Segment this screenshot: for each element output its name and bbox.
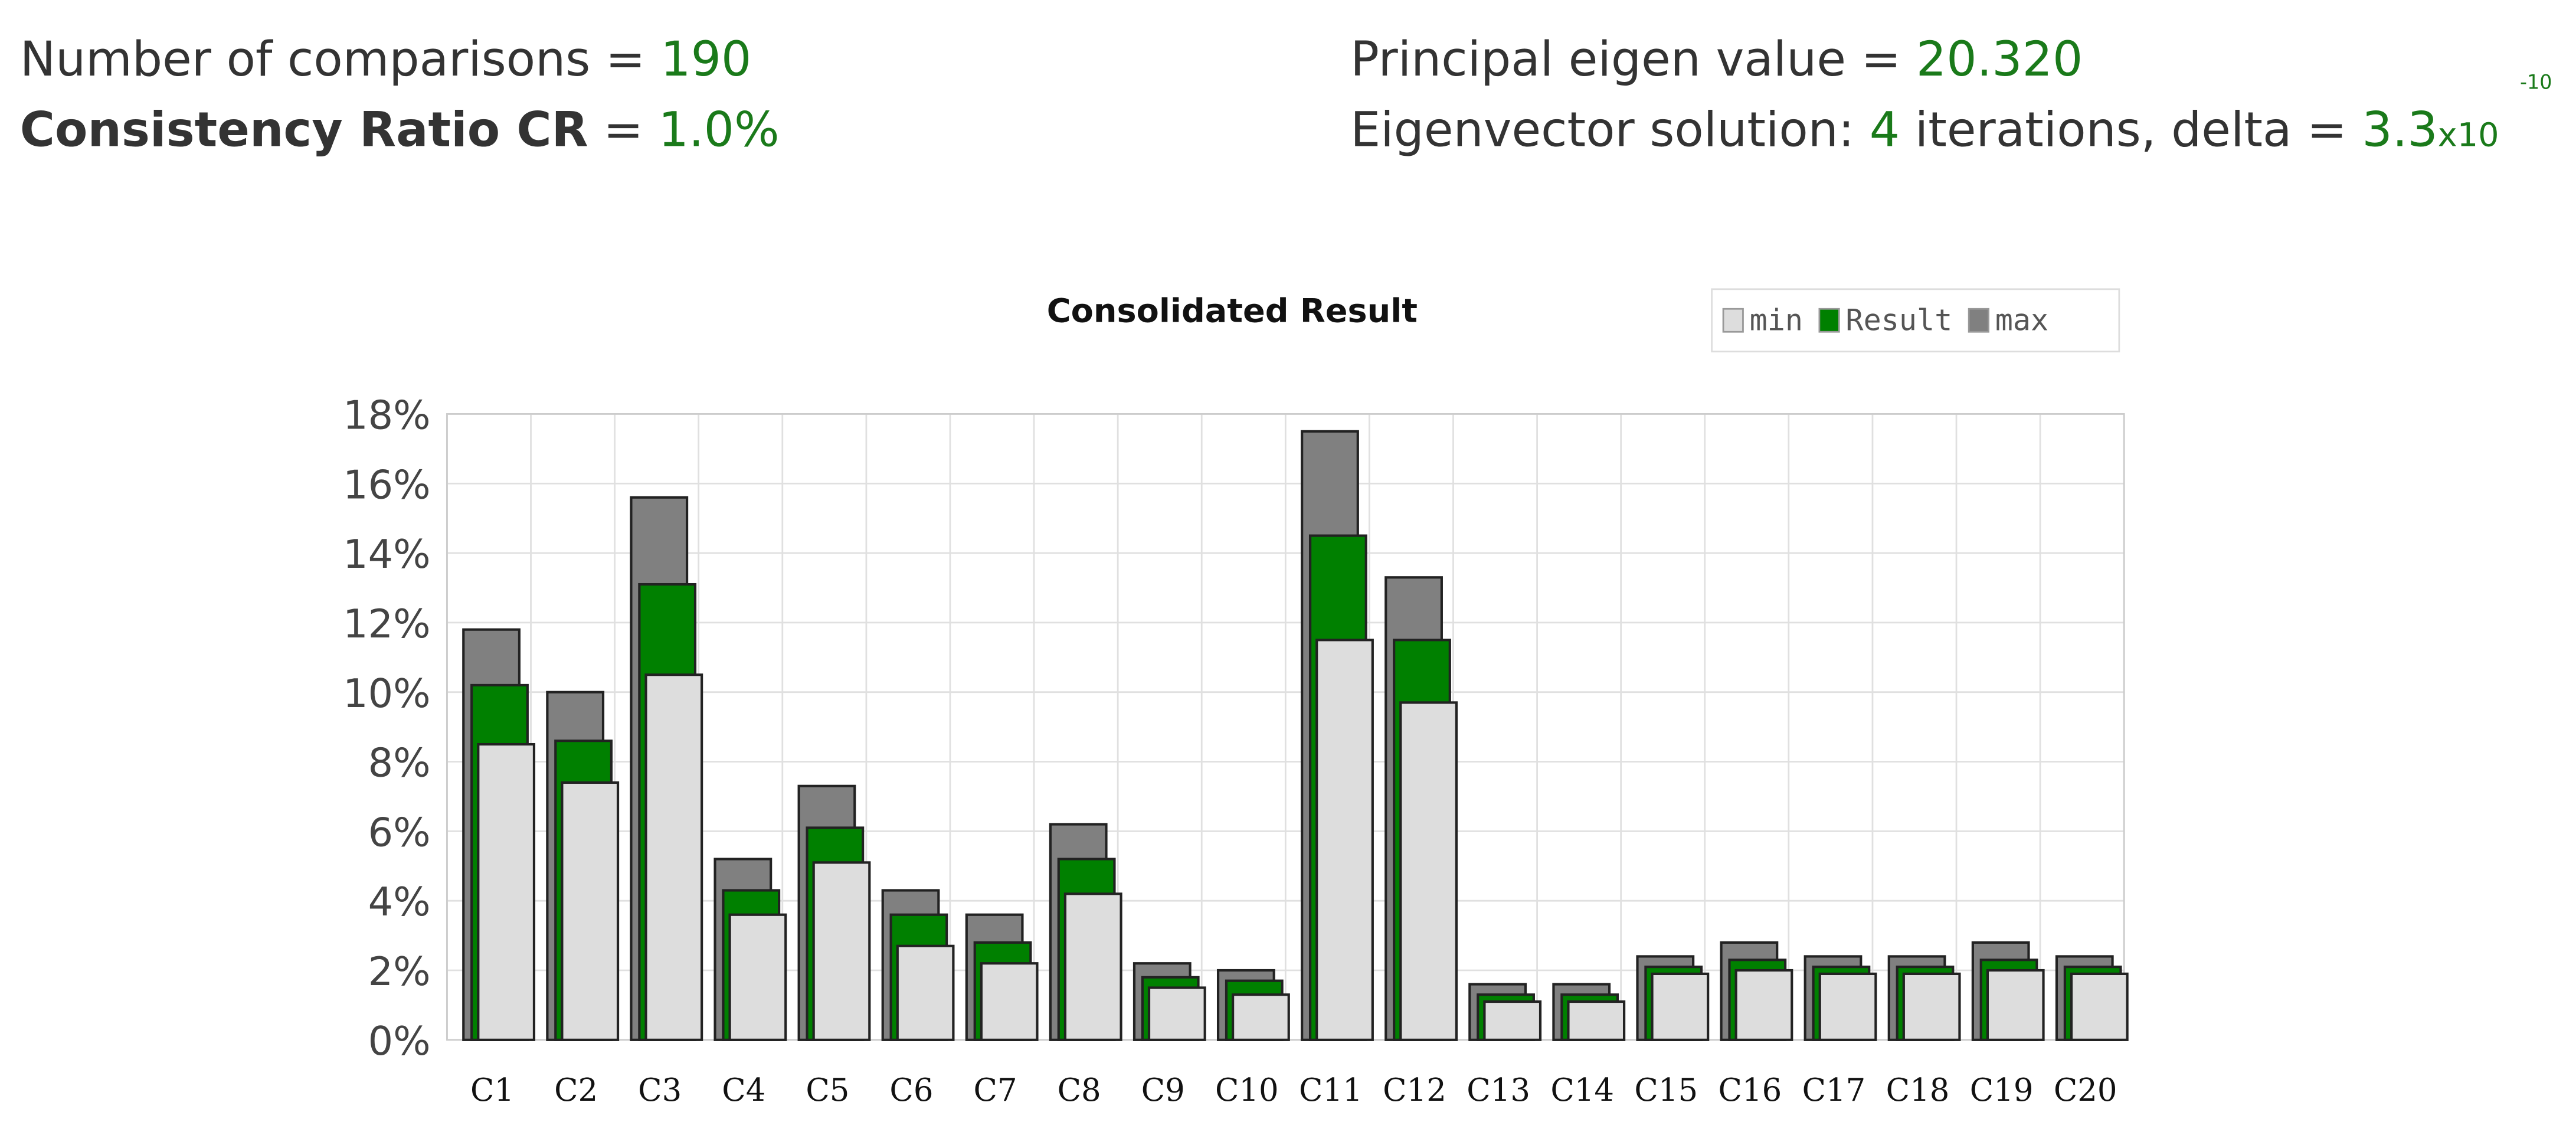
value: 3.3 (2362, 103, 2437, 158)
x-tick-label: C14 (1550, 1072, 1614, 1108)
value: 20.320 (1916, 32, 2083, 87)
x-tick-label: C6 (889, 1072, 933, 1108)
bar (1399, 701, 1458, 1041)
x-tick-label: C17 (1802, 1072, 1866, 1108)
x-tick-label: C5 (806, 1072, 849, 1108)
bar (1567, 1000, 1626, 1041)
legend-label: min (1750, 303, 1803, 337)
bar (561, 781, 620, 1041)
y-tick-label: 0% (368, 1018, 431, 1064)
bar (1902, 972, 1961, 1041)
label: Principal eigen value = (1350, 32, 1901, 87)
value: 190 (660, 32, 751, 87)
x-tick-label: C4 (722, 1072, 765, 1108)
bar (812, 861, 871, 1041)
bar (728, 913, 787, 1041)
y-tick-label: 6% (368, 809, 431, 855)
x-tick-label: C8 (1058, 1072, 1101, 1108)
x-tick-label: C13 (1467, 1072, 1530, 1108)
bar (644, 673, 703, 1041)
bar (1315, 639, 1374, 1041)
y-tick-label: 16% (343, 462, 430, 508)
y-tick-label: 4% (368, 879, 431, 925)
x-tick-label: C3 (638, 1072, 682, 1108)
bar (1063, 892, 1122, 1041)
exponent: -10 (2520, 70, 2552, 93)
x-tick-label: C12 (1383, 1072, 1446, 1108)
x-tick-label: C19 (1970, 1072, 2034, 1108)
y-tick-label: 18% (343, 392, 430, 438)
x-tick-label: C7 (974, 1072, 1017, 1108)
eq: = (603, 103, 643, 158)
x-tick-label: C2 (554, 1072, 598, 1108)
y-tick-label: 12% (343, 601, 430, 647)
bar (1986, 969, 2045, 1041)
bar (896, 944, 955, 1041)
y-tick-label: 2% (368, 948, 431, 995)
comparisons-line: Number of comparisons = 190 (20, 32, 752, 87)
y-tick-label: 8% (368, 740, 431, 786)
bar (2070, 972, 2129, 1041)
y-tick-label: 10% (343, 670, 430, 717)
legend-swatch (1722, 308, 1744, 333)
bar (477, 742, 536, 1041)
x-tick-label: C16 (1719, 1072, 1782, 1108)
bar (1651, 972, 1710, 1041)
label: Consistency Ratio CR (20, 103, 588, 158)
eigen-line: Principal eigen value = 20.320 (1350, 32, 2083, 87)
eigvec-line: Eigenvector solution: 4 iterations, delt… (1350, 103, 2499, 158)
label: Eigenvector solution: (1350, 103, 1854, 158)
x-tick-label: C20 (2054, 1072, 2117, 1108)
value: 1.0% (659, 103, 780, 158)
x-tick-label: C18 (1886, 1072, 1950, 1108)
value: x10 (2438, 116, 2499, 155)
legend-swatch (1968, 308, 1989, 333)
legend-swatch (1818, 308, 1840, 333)
label: iterations, delta = (1915, 103, 2347, 158)
x-tick-label: C11 (1299, 1072, 1363, 1108)
cr-line: Consistency Ratio CR = 1.0% (20, 103, 780, 158)
legend-label: Result (1845, 303, 1952, 337)
legend-label: max (1995, 303, 2048, 337)
label: Number of comparisons = (20, 32, 646, 87)
bar (1147, 986, 1206, 1041)
x-tick-label: C1 (470, 1072, 514, 1108)
x-tick-label: C15 (1634, 1072, 1698, 1108)
x-tick-label: C10 (1215, 1072, 1279, 1108)
bar (1232, 993, 1290, 1041)
bar (1734, 969, 1793, 1041)
bar (1818, 972, 1877, 1041)
legend-box (1711, 288, 2120, 353)
value: 4 (1870, 103, 1900, 158)
y-tick-label: 14% (343, 531, 430, 577)
bar (980, 962, 1039, 1041)
chart-title: Consolidated Result (1047, 292, 1418, 331)
x-tick-label: C9 (1141, 1072, 1185, 1108)
bar (1483, 1000, 1542, 1041)
